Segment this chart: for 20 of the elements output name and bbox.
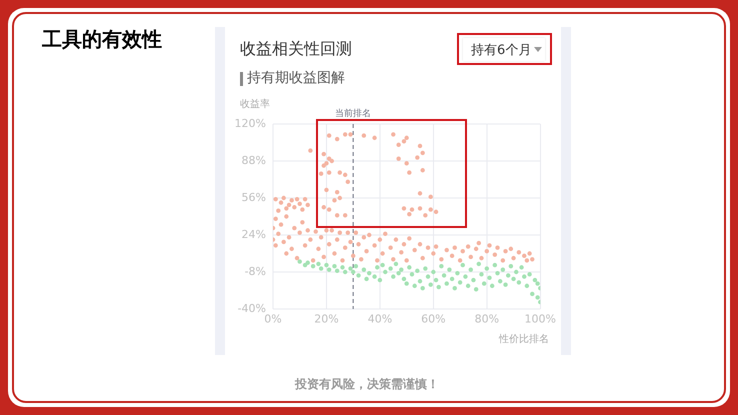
y-tick-label: 120% <box>234 116 266 130</box>
y-tick-label: 56% <box>242 190 266 204</box>
x-tick-label: 0% <box>264 312 282 326</box>
text: 投资有风险，决策需谨慎！ <box>295 376 439 393</box>
x-axis-title: 性价比排名 <box>499 332 549 346</box>
text: 持有6个月 <box>471 42 532 59</box>
x-tick-label: 60% <box>421 312 446 326</box>
x-tick-label: 80% <box>474 312 500 326</box>
x-tick-label: 100% <box>524 312 556 326</box>
y-axis-title: 收益率 <box>240 98 270 111</box>
y-tick-label: 88% <box>242 154 266 167</box>
y-tick-label: -40% <box>238 302 266 315</box>
y-tick-label: -8% <box>244 264 266 278</box>
chart-subtitle: 收益相关性回测 <box>240 39 352 60</box>
x-tick-label: 20% <box>314 312 339 326</box>
x-tick-label: 40% <box>368 312 392 326</box>
y-tick-label: 24% <box>242 228 266 241</box>
text: 持有期收益图解 <box>247 69 345 87</box>
ref-line-label: 当前排名 <box>335 108 372 119</box>
text: 工具的有效性 <box>42 26 162 53</box>
